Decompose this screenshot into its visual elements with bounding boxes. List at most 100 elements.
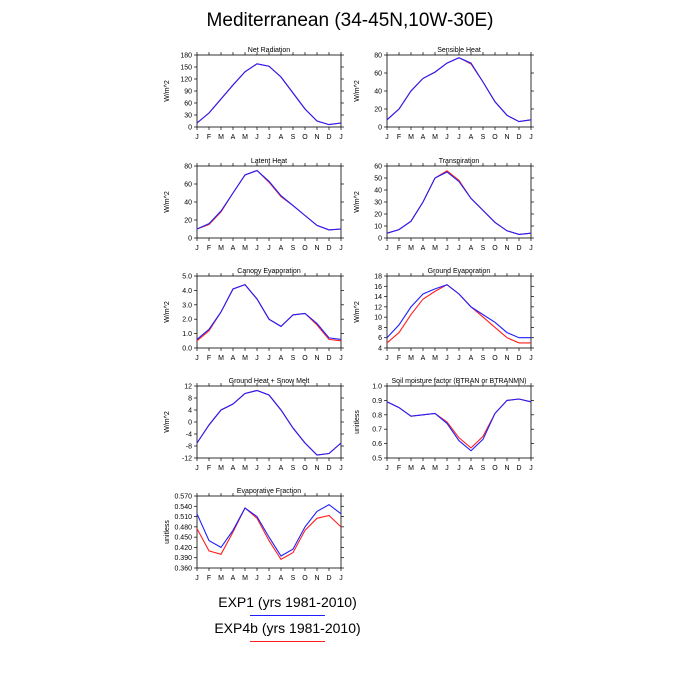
panel-frame [196, 495, 342, 569]
y-tick-label: 0 [378, 125, 382, 132]
series-line-exp1 [386, 57, 532, 123]
y-tick-label: 40 [374, 89, 382, 96]
x-tick-label: M [218, 575, 224, 582]
x-tick-label: A [421, 355, 426, 362]
y-tick-label: 60 [374, 71, 382, 78]
x-tick-label: J [339, 465, 343, 472]
y-tick-label: 60 [184, 101, 192, 108]
x-tick-label: M [218, 134, 224, 141]
y-tick-label: 1.0 [372, 384, 382, 391]
y-tick-label: 40 [374, 188, 382, 195]
x-tick-label: M [218, 355, 224, 362]
series-line-exp4b [196, 63, 342, 126]
y-tick-label: 18 [374, 274, 382, 281]
y-tick-label: 0.6 [372, 441, 382, 448]
y-tick-label: 5.0 [182, 274, 192, 281]
y-tick-label: 30 [184, 113, 192, 120]
x-tick-label: N [314, 355, 319, 362]
series-line-exp4b [196, 283, 342, 342]
y-tick-label: 0.420 [174, 545, 192, 552]
y-tick-label: 180 [180, 53, 192, 60]
y-tick-label: 20 [374, 107, 382, 114]
legend-label-exp4b: EXP4b (yrs 1981-2010) [214, 620, 361, 636]
panel-title: Ground Evaporation [428, 268, 491, 275]
x-tick-label: F [397, 465, 401, 472]
x-tick-label: N [314, 245, 319, 252]
x-tick-label: O [302, 355, 308, 362]
series-line-exp4b [196, 169, 342, 231]
y-tick-label: 3.0 [182, 302, 192, 309]
y-tick-label: 0.8 [372, 412, 382, 419]
panel-title: Latent Heat [251, 158, 287, 165]
x-tick-label: A [421, 245, 426, 252]
series-line-exp1 [196, 389, 342, 456]
x-tick-label: D [516, 245, 521, 252]
x-tick-label: N [314, 465, 319, 472]
x-tick-label: J [267, 355, 271, 362]
y-tick-label: 120 [180, 77, 192, 84]
y-tick-label: 8 [378, 325, 382, 332]
y-axis-label: W/m^2 [164, 80, 171, 102]
x-tick-label: A [231, 134, 236, 141]
panel-frame [386, 385, 532, 459]
x-tick-label: M [408, 465, 414, 472]
legend-line-exp4b [250, 641, 325, 642]
x-tick-label: J [255, 575, 259, 582]
x-tick-label: O [492, 245, 498, 252]
legend-label-exp1: EXP1 (yrs 1981-2010) [218, 594, 357, 610]
y-tick-label: -4 [186, 432, 192, 439]
y-tick-label: 0 [378, 236, 382, 243]
y-tick-label: 4 [378, 346, 382, 353]
x-tick-label: J [445, 465, 449, 472]
x-tick-label: J [445, 134, 449, 141]
panel-title: Canopy Evaporation [237, 268, 301, 275]
x-tick-label: F [397, 134, 401, 141]
y-tick-label: 30 [374, 200, 382, 207]
x-tick-label: J [255, 134, 259, 141]
x-tick-label: M [242, 245, 248, 252]
y-axis-label: W/m^2 [164, 411, 171, 433]
y-tick-label: 0 [188, 236, 192, 243]
x-tick-label: O [302, 575, 308, 582]
y-tick-label: 16 [374, 284, 382, 291]
panel-title: Soil moisture factor (BTRAN or BTRANMN) [392, 378, 527, 385]
x-tick-label: N [314, 575, 319, 582]
y-tick-label: 20 [374, 212, 382, 219]
y-tick-label: 50 [374, 176, 382, 183]
x-tick-label: M [242, 355, 248, 362]
x-tick-label: J [529, 355, 533, 362]
x-tick-label: D [326, 465, 331, 472]
legend-line-exp1 [250, 615, 325, 616]
figure-title: Mediterranean (34-45N,10W-30E) [206, 10, 494, 31]
x-tick-label: J [195, 355, 199, 362]
y-tick-label: 150 [180, 65, 192, 72]
x-tick-label: J [267, 575, 271, 582]
y-tick-label: 1.0 [182, 331, 192, 338]
x-tick-label: A [279, 575, 284, 582]
x-tick-label: J [457, 465, 461, 472]
x-tick-label: M [432, 355, 438, 362]
x-tick-label: S [291, 245, 296, 252]
x-tick-label: F [207, 575, 211, 582]
x-tick-label: O [302, 465, 308, 472]
series-line-exp1 [386, 284, 531, 339]
x-tick-label: J [529, 245, 533, 252]
x-tick-label: D [326, 575, 331, 582]
x-tick-label: O [492, 355, 498, 362]
y-axis-label: W/m^2 [354, 80, 361, 102]
x-tick-label: J [457, 355, 461, 362]
x-tick-label: S [481, 245, 486, 252]
y-tick-label: 6 [378, 335, 382, 342]
x-tick-label: F [207, 355, 211, 362]
y-tick-label: 0.510 [174, 514, 192, 521]
y-tick-label: 0.450 [174, 535, 192, 542]
x-tick-label: S [291, 575, 296, 582]
x-tick-label: J [445, 245, 449, 252]
x-tick-label: J [195, 245, 199, 252]
panel-frame [386, 275, 532, 349]
x-tick-label: J [255, 355, 259, 362]
x-tick-label: M [408, 355, 414, 362]
panel-frame [386, 165, 532, 239]
x-tick-label: F [207, 465, 211, 472]
x-tick-label: N [314, 134, 319, 141]
